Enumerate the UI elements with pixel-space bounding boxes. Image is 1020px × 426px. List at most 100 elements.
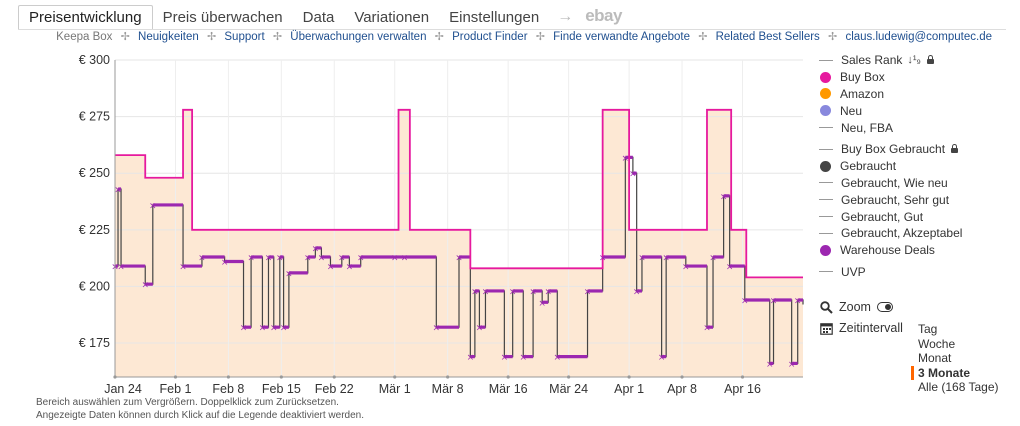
x-tick-mark bbox=[113, 375, 117, 379]
warehouse-deals-point: × bbox=[259, 324, 267, 334]
link-support[interactable]: Support bbox=[224, 31, 265, 43]
range-tag[interactable]: Tag bbox=[918, 322, 938, 336]
magnifier-icon bbox=[820, 300, 833, 314]
warehouse-deals-point: × bbox=[501, 353, 509, 363]
warehouse-deals-point: × bbox=[633, 287, 641, 297]
link-ueberwachungen[interactable]: Überwachungen verwalten bbox=[290, 31, 427, 43]
link-user-email[interactable]: claus.ludewig@computec.de bbox=[845, 31, 992, 43]
legend-buy-box-gebraucht[interactable]: Buy Box Gebraucht bbox=[818, 141, 962, 158]
price-chart[interactable]: ×××××× ×××××××××××××××× × ×××××××××××××××××… bbox=[0, 48, 815, 398]
y-tick-label: € 250 bbox=[79, 166, 110, 180]
warehouse-deals-point: × bbox=[638, 253, 646, 263]
legend-sales-rank[interactable]: Sales Rank ↓¹₉ bbox=[818, 52, 962, 69]
y-tick-label: € 225 bbox=[79, 223, 110, 237]
warehouse-deals-point: × bbox=[476, 324, 484, 334]
range-3-monate[interactable]: 3 Monate bbox=[911, 365, 999, 380]
warehouse-deals-point: × bbox=[544, 287, 552, 297]
y-tick-label: € 200 bbox=[79, 279, 110, 293]
range-options: Tag Woche Monat 3 Monate Alle (168 Tage) bbox=[911, 322, 999, 395]
link-verwandte-angebote[interactable]: Finde verwandte Angebote bbox=[553, 31, 690, 43]
tab-ebay[interactable]: ebay bbox=[585, 6, 622, 25]
warehouse-deals-point: × bbox=[357, 253, 365, 263]
warehouse-deals-point: × bbox=[788, 360, 796, 370]
buy-box-line bbox=[115, 108, 803, 279]
legend-warehouse-deals[interactable]: Warehouse Deals bbox=[818, 242, 962, 259]
link-product-finder[interactable]: Product Finder bbox=[452, 31, 528, 43]
warehouse-deals-point: × bbox=[117, 263, 125, 273]
x-tick-mark bbox=[393, 375, 397, 379]
warehouse-deals-point: × bbox=[622, 154, 630, 164]
link-keepa-box[interactable]: Keepa Box bbox=[56, 31, 113, 43]
warehouse-deals-point: × bbox=[658, 353, 666, 363]
range-alle[interactable]: Alle (168 Tage) bbox=[918, 380, 999, 394]
warehouse-deals-point: × bbox=[270, 324, 278, 334]
warehouse-deals-point: × bbox=[338, 253, 346, 263]
warehouse-deals-point: × bbox=[114, 186, 122, 196]
separator-icon: ✢ bbox=[535, 31, 545, 43]
tab-preisentwicklung[interactable]: Preisentwicklung bbox=[18, 5, 153, 30]
link-related-best-sellers[interactable]: Related Best Sellers bbox=[715, 31, 820, 43]
legend-gebraucht[interactable]: Gebraucht bbox=[818, 158, 962, 175]
zoom-control[interactable]: Zoom bbox=[820, 300, 893, 314]
x-tick-label: Mär 8 bbox=[432, 382, 464, 396]
warehouse-deals-point: × bbox=[629, 170, 637, 180]
tab-data[interactable]: Data bbox=[302, 9, 335, 26]
x-tick-label: Mär 24 bbox=[549, 382, 588, 396]
separator-icon: ✢ bbox=[698, 31, 708, 43]
warehouse-deals-point: × bbox=[519, 353, 527, 363]
warehouse-deals-point: × bbox=[265, 253, 273, 263]
warehouse-deals-point: × bbox=[726, 263, 734, 273]
warehouse-deals-point: × bbox=[401, 253, 409, 263]
warehouse-deals-point: × bbox=[247, 253, 255, 263]
tab-bar: Preisentwicklung Preis überwachen Data V… bbox=[18, 4, 628, 30]
warehouse-deals-point: × bbox=[433, 324, 441, 334]
legend-akzeptabel[interactable]: Gebraucht, Akzeptabel bbox=[818, 225, 962, 242]
legend-sehr-gut[interactable]: Gebraucht, Sehr gut bbox=[818, 191, 962, 208]
warehouse-deals-point: × bbox=[318, 253, 326, 263]
tab-preis-ueberwachen[interactable]: Preis überwachen bbox=[162, 9, 283, 26]
warehouse-deals-point: × bbox=[529, 287, 537, 297]
tab-variationen[interactable]: Variationen bbox=[354, 9, 430, 26]
separator-icon: ✢ bbox=[434, 31, 444, 43]
legend-gut[interactable]: Gebraucht, Gut bbox=[818, 208, 962, 225]
warehouse-deals-point: × bbox=[312, 244, 320, 254]
tab-divider bbox=[18, 29, 1006, 30]
y-tick-label: € 175 bbox=[79, 336, 110, 350]
legend-neu[interactable]: Neu bbox=[818, 102, 962, 119]
lock-icon bbox=[951, 143, 959, 153]
warehouse-deals-point: × bbox=[391, 253, 399, 263]
x-tick-label: Feb 15 bbox=[262, 382, 301, 396]
x-tick-mark bbox=[173, 375, 178, 379]
legend-amazon[interactable]: Amazon bbox=[818, 86, 962, 103]
warehouse-deals-point: × bbox=[471, 287, 479, 297]
x-tick-mark bbox=[332, 375, 336, 379]
tab-einstellungen[interactable]: Einstellungen bbox=[449, 9, 540, 26]
warehouse-deals-point: × bbox=[346, 263, 354, 273]
legend-wie-neu[interactable]: Gebraucht, Wie neu bbox=[818, 175, 962, 192]
warehouse-deals-point: × bbox=[709, 253, 717, 263]
legend-uvp[interactable]: UVP bbox=[818, 264, 962, 281]
warehouse-deals-point: × bbox=[467, 353, 475, 363]
warehouse-deals-point: × bbox=[554, 353, 562, 363]
x-tick-label: Mär 1 bbox=[379, 382, 411, 396]
range-woche[interactable]: Woche bbox=[918, 336, 956, 351]
legend-neu-fba[interactable]: Neu, FBA bbox=[818, 119, 962, 136]
x-tick-label: Feb 1 bbox=[159, 382, 191, 396]
warehouse-deals-point: × bbox=[221, 258, 229, 268]
warehouse-deals-point: × bbox=[198, 253, 206, 263]
legend-buy-box[interactable]: Buy Box bbox=[818, 69, 962, 86]
warehouse-deals-point: × bbox=[682, 263, 690, 273]
warehouse-deals-point: × bbox=[509, 287, 517, 297]
link-neuigkeiten[interactable]: Neuigkeiten bbox=[138, 31, 199, 43]
warehouse-deals-point: × bbox=[770, 297, 778, 307]
warehouse-deals-point: × bbox=[304, 253, 312, 263]
zoom-toggle[interactable] bbox=[876, 302, 893, 312]
range-monat[interactable]: Monat bbox=[918, 351, 952, 365]
separator-icon: ✢ bbox=[828, 31, 838, 43]
warehouse-deals-point: × bbox=[455, 253, 463, 263]
x-tick-label: Apr 1 bbox=[614, 382, 644, 396]
x-tick-mark bbox=[279, 375, 283, 379]
x-tick-mark bbox=[627, 375, 631, 379]
x-tick-mark bbox=[506, 375, 510, 379]
x-tick-label: Mär 16 bbox=[489, 382, 528, 396]
